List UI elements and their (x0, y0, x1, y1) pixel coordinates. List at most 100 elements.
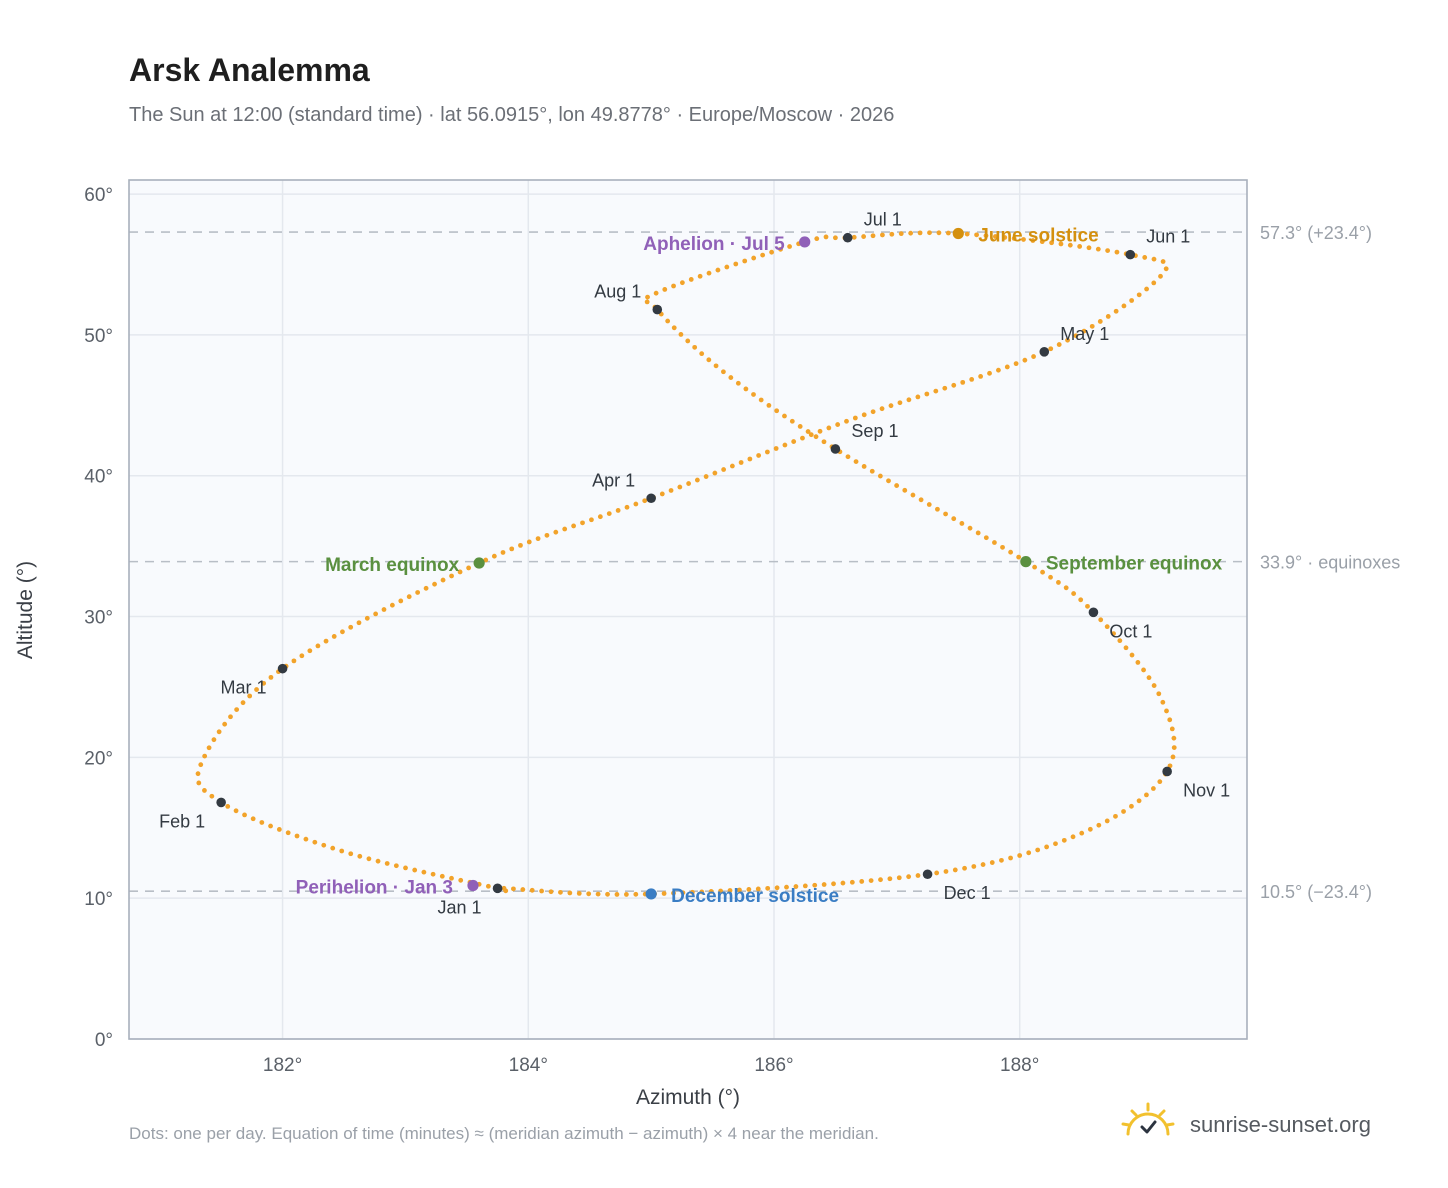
day-dot (853, 459, 859, 464)
day-dot (321, 842, 327, 848)
day-dot (439, 873, 445, 879)
brand-name: sunrise-sunset.org (1190, 1112, 1371, 1137)
day-dot (760, 252, 766, 258)
day-dot (1163, 266, 1169, 272)
day-dot (766, 402, 772, 408)
day-dot (1081, 328, 1087, 334)
day-dot (1135, 660, 1141, 665)
brand[interactable]: sunrise-sunset.org (1120, 1100, 1400, 1150)
day-dot (1117, 638, 1123, 644)
month-label: Mar 1 (221, 678, 267, 698)
day-dot (678, 332, 684, 337)
day-dot (742, 258, 748, 264)
day-dot (225, 803, 231, 809)
day-dot (888, 403, 894, 409)
day-dot (980, 862, 986, 867)
day-dot (268, 674, 274, 680)
day-dot (1056, 342, 1062, 347)
day-dot (653, 290, 659, 296)
day-dot (259, 820, 265, 825)
grid-lines (129, 180, 1247, 1040)
day-dot (797, 424, 803, 429)
day-dot (1089, 323, 1095, 329)
day-dot (406, 594, 412, 600)
day-dot (624, 504, 630, 510)
day-dot (605, 891, 610, 897)
day-dot (1097, 319, 1103, 324)
day-dot (234, 707, 240, 713)
month-marker (652, 304, 663, 315)
day-dot (933, 388, 939, 394)
day-dot (870, 409, 876, 415)
day-dot (233, 808, 239, 814)
day-dot (1169, 726, 1175, 732)
day-dot (285, 830, 291, 836)
day-dot (735, 380, 741, 386)
month-label: Oct 1 (1109, 621, 1152, 641)
day-dot (861, 234, 867, 239)
x-tick-label: 186° (754, 1055, 793, 1076)
month-marker (1125, 249, 1136, 260)
day-dot (597, 514, 603, 520)
event-label: September equinox (1046, 554, 1223, 575)
y-tick-label: 60° (84, 185, 113, 206)
day-dot (787, 244, 792, 249)
chart-subtitle: The Sun at 12:00 (standard time) · lat 5… (129, 104, 895, 126)
day-dot (870, 233, 876, 239)
reference-lines: 57.3° (+23.4°) 33.9° · equinoxes 10.5° (−2… (129, 223, 1400, 902)
day-dot (737, 887, 742, 893)
day-dot (1067, 242, 1073, 248)
day-dot (642, 498, 648, 504)
day-dot (692, 344, 698, 350)
day-dot (721, 369, 726, 375)
day-dot (1171, 735, 1177, 741)
day-dot (869, 468, 875, 474)
day-dot (567, 890, 573, 896)
day-dot (729, 463, 735, 469)
axis-ticks: 182° 184° 186° 188° 0° 10° 20° 30° 40° 50° 60° (84, 185, 1039, 1076)
month-marker (1039, 347, 1050, 357)
event-label: Aphelion · Jul 5 (643, 234, 785, 255)
day-dot (721, 467, 727, 472)
day-dot (791, 439, 797, 444)
day-dot (1073, 333, 1079, 339)
event-label: December solstice (671, 886, 839, 907)
day-dot (222, 721, 228, 727)
event-label: Perihelion · Jan 3 (296, 878, 453, 899)
day-dot (491, 553, 497, 559)
day-dot (1026, 850, 1032, 856)
day-dot (917, 230, 923, 236)
day-dot (868, 878, 874, 884)
day-dot (1151, 256, 1157, 262)
day-dot (415, 590, 421, 595)
day-dot (703, 474, 709, 479)
day-dot (403, 865, 408, 871)
day-dot (503, 888, 509, 894)
day-dot (526, 539, 532, 545)
day-dot (268, 823, 273, 829)
month-marker (830, 444, 841, 454)
day-dot (1170, 754, 1176, 760)
reference-line-label: 10.5° (−23.4°) (1260, 882, 1372, 902)
month-label: Aug 1 (594, 282, 641, 302)
day-dot (728, 375, 734, 380)
day-dot (291, 658, 297, 664)
x-axis-label: Azimuth (°) (636, 1086, 740, 1109)
day-dot (821, 439, 827, 445)
day-dot (713, 363, 719, 369)
day-dot (1049, 240, 1054, 246)
day-dot (844, 418, 849, 424)
day-dot (375, 858, 381, 864)
day-dot (896, 875, 902, 881)
day-dot (202, 753, 208, 759)
day-dot (677, 484, 683, 490)
day-dot (694, 477, 700, 483)
day-dot (987, 370, 992, 376)
day-dot (879, 406, 885, 412)
day-dot (813, 434, 819, 440)
day-dot (1013, 361, 1019, 367)
day-dot (1087, 826, 1093, 832)
day-dot (733, 261, 739, 267)
day-dot (1142, 255, 1148, 260)
